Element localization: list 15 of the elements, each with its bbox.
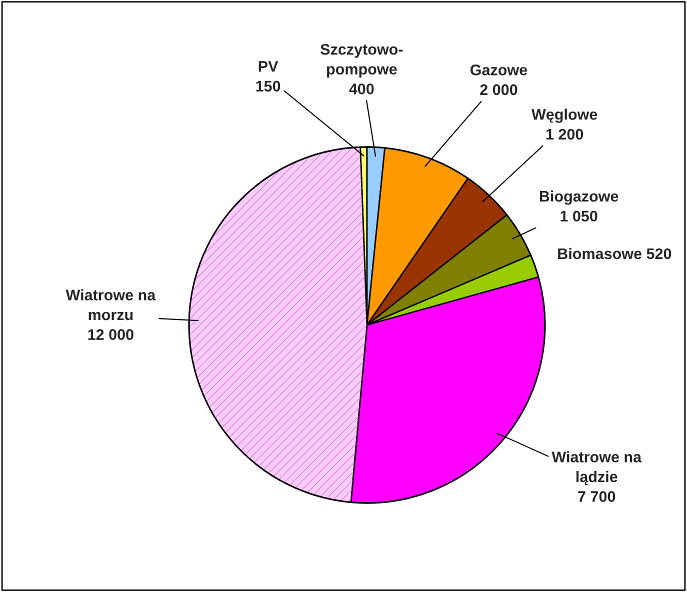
- slice-label: Wiatrowe na morzu: [66, 289, 156, 320]
- slice-label: Biomasowe 520: [558, 248, 672, 260]
- slice-label: PV: [258, 61, 278, 72]
- data-label: 12 000: [88, 329, 134, 340]
- slice-label: Węglowe: [531, 108, 598, 123]
- data-label: 400: [349, 84, 374, 94]
- slice-label: Szczytowo-pompowe: [320, 44, 403, 78]
- data-label: 150: [256, 80, 280, 92]
- data-label: 1 050: [560, 210, 598, 222]
- slice-label: Wiatrowe na lądzie: [552, 451, 642, 486]
- slice-label: Gazowe: [470, 64, 528, 76]
- data-label: 1 200: [546, 128, 584, 140]
- slice-label: Biogazowe: [540, 190, 618, 205]
- data-label: 2 000: [480, 84, 518, 96]
- data-label: 7 700: [578, 491, 616, 502]
